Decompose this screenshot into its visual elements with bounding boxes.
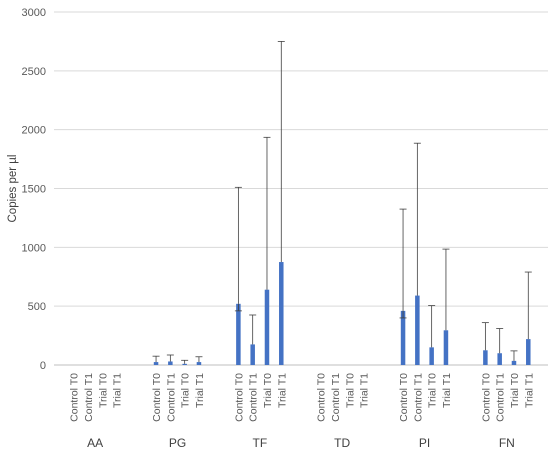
category-label: Control T0 <box>69 373 81 422</box>
category-label: Control T0 <box>233 373 245 422</box>
category-label: Trial T0 <box>509 373 521 408</box>
y-axis-label: Copies per µl <box>7 155 19 223</box>
category-label: Control T0 <box>151 373 163 422</box>
category-label: Trial T0 <box>344 373 356 408</box>
group-label: PG <box>169 436 186 450</box>
category-label: Control T0 <box>316 373 328 422</box>
category-label: Trial T1 <box>276 373 288 408</box>
category-label: Trial T0 <box>97 373 109 408</box>
y-tick-label: 0 <box>40 360 46 372</box>
y-tick-label: 2500 <box>22 66 46 78</box>
bar <box>497 353 502 365</box>
bar <box>511 360 517 365</box>
bar <box>264 289 270 365</box>
y-axis-ticks: 0 500 1000 1500 2000 2500 3000 <box>22 7 46 372</box>
bars <box>153 262 531 365</box>
category-label: Control T0 <box>398 373 410 422</box>
category-label: Control T1 <box>248 373 260 422</box>
category-label: Control T0 <box>480 373 492 422</box>
group-label: TF <box>252 436 267 450</box>
category-label: Control T1 <box>495 373 507 422</box>
group-label: PI <box>419 436 430 450</box>
category-labels: Control T0 Control T1 Trial T0 Trial T1 Cont… <box>69 373 536 422</box>
bar <box>250 344 255 365</box>
category-label: Trial T0 <box>427 373 439 408</box>
category-label: Trial T0 <box>262 373 274 408</box>
gridlines <box>54 11 548 366</box>
bar <box>429 347 434 365</box>
bar <box>236 303 241 365</box>
category-label: Trial T1 <box>112 373 124 408</box>
y-tick-label: 500 <box>28 301 46 313</box>
bar <box>279 262 284 365</box>
y-tick-label: 1000 <box>22 242 46 254</box>
group-label: FN <box>499 436 515 450</box>
y-tick-label: 3000 <box>22 7 46 19</box>
category-label: Control T1 <box>412 373 424 422</box>
error-bars <box>152 41 532 364</box>
group-labels: AA PG TF TD PI FN <box>87 436 515 450</box>
bar <box>443 330 449 365</box>
category-label: Trial T1 <box>441 373 453 408</box>
category-label: Control T1 <box>330 373 342 422</box>
category-label: Trial T1 <box>359 373 371 408</box>
bar <box>196 362 202 365</box>
bar <box>526 339 531 365</box>
category-label: Control T1 <box>83 373 95 422</box>
category-label: Trial T0 <box>180 373 192 408</box>
bar <box>153 362 159 365</box>
y-tick-label: 2000 <box>22 125 46 137</box>
group-label: AA <box>87 436 103 450</box>
bar <box>168 361 173 365</box>
y-tick-label: 1500 <box>22 184 46 196</box>
category-label: Trial T1 <box>523 373 535 408</box>
group-label: TD <box>334 436 350 450</box>
category-label: Trial T1 <box>194 373 206 408</box>
category-label: Control T1 <box>165 373 177 422</box>
bar <box>400 310 406 365</box>
bar <box>415 295 420 365</box>
bar <box>182 363 187 365</box>
bar <box>483 350 488 365</box>
